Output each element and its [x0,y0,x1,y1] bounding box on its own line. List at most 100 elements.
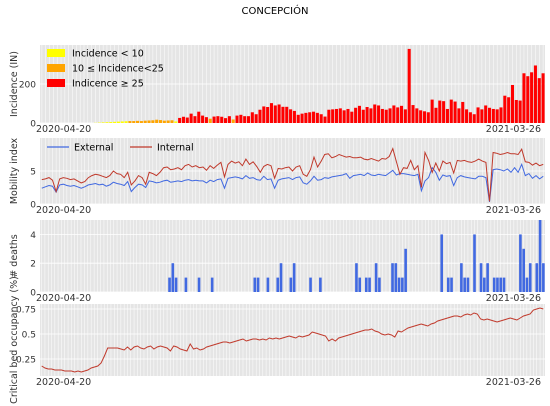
deaths-bar [256,277,260,292]
incidence-bar [216,116,220,123]
incidence-bar [197,111,201,123]
deaths-bar [401,277,404,292]
deaths-bar [473,234,476,292]
deaths-bar [184,277,188,292]
y-tick-label: 0 [30,120,36,130]
incidence-bar [396,107,400,123]
deaths-bar [197,277,201,292]
series-line-external [41,163,544,203]
incidence-bar [350,111,354,123]
incidence-bar [319,114,323,123]
deaths-bar [397,277,401,292]
legend-label: Internal [157,143,194,154]
deaths-bar [542,263,545,292]
y-axis-label: Mobility index [9,137,20,204]
incidence-bar [113,121,117,123]
incidence-bar [430,99,434,123]
incidence-bar [220,116,224,123]
y-tick-label: 200 [19,81,36,91]
incidence-bar [243,116,247,123]
incidence-bar [235,115,239,123]
deaths-bar [463,277,466,292]
deaths-bar [519,234,522,292]
x-start-label: 2020-04-20 [36,377,91,388]
incidence-bar [258,109,262,123]
incidence-bar [373,104,377,123]
incidence-bar [296,114,300,123]
incidence-bar [231,119,235,123]
incidence-bar [445,108,449,123]
deaths-bar [171,263,175,292]
incidence-bar [342,110,346,123]
incidence-bar [201,115,205,123]
incidence-bar [369,108,373,123]
y-tick-label: 5 [30,168,36,178]
deaths-bar [276,277,280,292]
incidence-bar [128,121,132,123]
deaths-bar [499,277,503,292]
x-start-label: 2020-04-20 [36,293,91,304]
incidence-bar [388,108,392,123]
deaths-bar [319,277,322,292]
incidence-bar [419,110,423,123]
incidence-bar [499,107,503,123]
incidence-bar [178,117,182,123]
incidence-bar [530,72,534,123]
deaths-bar [289,277,293,292]
incidence-bar [212,116,216,123]
deaths-bar [450,277,453,292]
incidence-bar [453,101,457,123]
x-end-label: 2021-03-26 [486,205,541,216]
incidence-bar [277,104,281,123]
incidence-bar [246,116,251,123]
incidence-bar [170,120,174,123]
deaths-bar [486,263,489,292]
incidence-bar [503,95,507,123]
incidence-bar [327,109,331,123]
incidence-bar [239,114,243,123]
incidence-bar [292,110,296,123]
legend-label: 10 ≤ Incidence<25 [72,64,164,75]
deaths-bar [460,263,463,292]
legend-label: Indicence ≥ 25 [72,79,144,90]
deaths-bar [446,277,450,292]
y-axis-label: # deaths [9,234,20,277]
incidence-bar [487,107,492,123]
incidence-bar [495,109,499,123]
incidence-bar [285,106,289,123]
legend-label: External [74,143,113,154]
series-line-internal [41,147,544,202]
incidence-bar [262,106,266,123]
deaths-bar [522,248,525,292]
incidence-bar [461,101,465,123]
y-axis-label: Incidence (IN) [9,51,20,117]
incidence-bar [491,108,495,123]
incidence-bar [132,121,136,123]
deaths-bar [440,234,444,292]
x-end-label: 2021-03-26 [486,377,541,388]
x-start-label: 2020-04-20 [36,205,91,216]
deaths-bar [528,263,532,292]
incidence-bar [526,76,530,123]
panel-2: 0 5 Mobility index 2020-04-20 2021-03-26 Exte… [9,137,545,216]
chart-title: CONCEPCIÓN [241,6,309,17]
deaths-bar [253,277,257,292]
incidence-bar [480,109,484,123]
x-end-label: 2021-03-26 [486,124,541,135]
incidence-bar [442,101,446,123]
incidence-bar [422,111,427,123]
incidence-bar [105,122,109,123]
incidence-bar [400,105,404,123]
deaths-bar [374,263,378,292]
y-tick-label: 0.5 [22,331,36,341]
incidence-bar [273,105,277,123]
deaths-bar [358,277,362,292]
legend-label: Incidence < 10 [72,49,144,60]
incidence-bar [472,114,476,123]
incidence-bar [315,112,319,123]
legend: Incidence < 10 10 ≤ Incidence<25 Indicence… [47,49,164,90]
incidence-bar [304,112,308,123]
